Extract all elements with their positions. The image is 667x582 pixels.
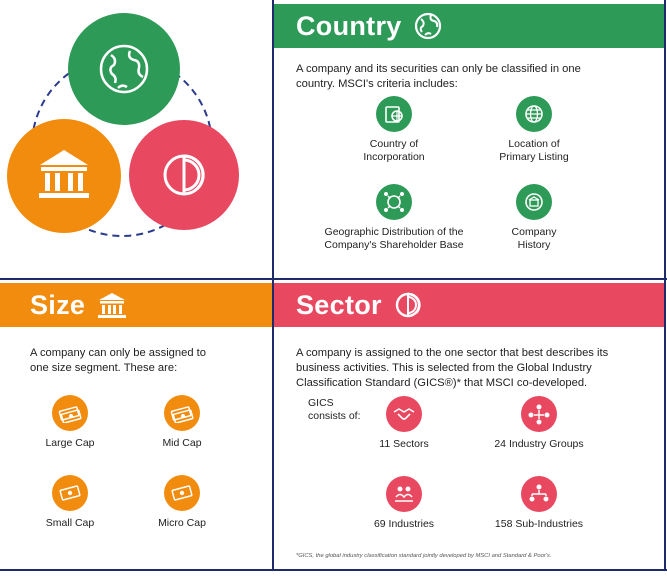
size-segment-label: Mid Cap: [162, 437, 202, 449]
country-title: Country: [296, 10, 402, 41]
criterion-label-line2: Company's Shareholder Base: [324, 239, 464, 252]
gics-level-industries: 69 Industries: [354, 476, 454, 531]
criterion-label-line2: History: [517, 239, 551, 252]
size-segment-small-cap: Small Cap: [20, 475, 120, 530]
criterion-company-history: Company History: [464, 184, 604, 253]
globe-icon: [99, 44, 149, 94]
money-bills-icon: [52, 475, 88, 511]
size-segment-label: Micro Cap: [158, 517, 206, 529]
country-intro: A company and its securities can only be…: [296, 63, 581, 90]
handshake-icon: [386, 396, 422, 432]
criterion-label-line1: Company: [511, 226, 557, 238]
certificate-globe-icon: [376, 96, 412, 132]
gics-level-sub-industries: 158 Sub-Industries: [474, 476, 604, 531]
size-title: Size: [30, 289, 86, 320]
size-hero-circle: [7, 119, 121, 233]
sector-hero-circle: [129, 120, 239, 230]
criterion-label-line1: Location of: [508, 138, 560, 150]
size-segment-label: Small Cap: [45, 517, 95, 529]
criterion-location-of-primary-listing: Location of Primary Listing: [464, 96, 604, 165]
criterion-label-line1: Geographic Distribution of the: [324, 226, 464, 238]
globe-icon: [414, 12, 441, 40]
gics-level-label: 24 Industry Groups: [494, 438, 584, 450]
frame-border-bottom: [0, 569, 667, 571]
size-segment-mid-cap: Mid Cap: [132, 395, 232, 450]
org-chart-people-icon: [521, 476, 557, 512]
country-hero-circle: [68, 13, 180, 125]
bank-building-icon: [39, 150, 89, 198]
sector-intro: A company is assigned to the one sector …: [296, 347, 609, 389]
sector-title: Sector: [296, 289, 382, 320]
criterion-label-line1: Country of: [369, 138, 419, 150]
money-stack-icon: [164, 395, 200, 431]
size-panel-header: Size: [0, 283, 272, 327]
criterion-label-line2: Primary Listing: [499, 151, 569, 164]
sector-panel-header: Sector: [274, 283, 664, 327]
frame-border-right: [664, 0, 666, 570]
gics-level-sectors: 11 Sectors: [354, 396, 454, 451]
size-segment-micro-cap: Micro Cap: [132, 475, 232, 530]
people-network-icon: [521, 396, 557, 432]
size-intro: A company can only be assigned to one si…: [30, 347, 207, 374]
three-circles-hero: [7, 13, 239, 237]
gics-level-industry-groups: 24 Industry Groups: [474, 396, 604, 451]
gics-label-line1: GICS: [308, 397, 334, 409]
country-panel-header: Country: [274, 4, 664, 48]
size-segment-large-cap: Large Cap: [20, 395, 120, 450]
gics-level-label: 158 Sub-Industries: [494, 518, 584, 530]
money-stack-icon: [52, 395, 88, 431]
pie-segment-icon: [395, 292, 421, 318]
history-building-globe-icon: [516, 184, 552, 220]
gics-level-label: 11 Sectors: [379, 438, 429, 450]
shareholder-network-icon: [376, 184, 412, 220]
money-bills-icon: [164, 475, 200, 511]
globe-grid-icon: [516, 96, 552, 132]
size-panel: Size A company can only be assigned to o…: [0, 283, 272, 569]
gics-label: GICS consists of:: [308, 397, 361, 424]
gics-footnote: *GICS, the global industry classificatio…: [296, 553, 552, 559]
size-segment-label: Large Cap: [45, 437, 95, 449]
gics-label-line2: consists of:: [308, 410, 361, 423]
criterion-geographic-distribution: Geographic Distribution of the Company's…: [304, 184, 484, 253]
frame-divider-vertical: [272, 0, 274, 570]
frame-divider-horizontal: [0, 278, 667, 280]
criterion-country-of-incorporation: Country of Incorporation: [324, 96, 464, 165]
country-panel: Country A company and its securities can…: [274, 4, 664, 278]
criterion-label-line2: Incorporation: [363, 151, 425, 164]
gics-level-label: 69 Industries: [373, 518, 435, 530]
bank-building-icon: [98, 293, 127, 318]
pie-segment-icon: [163, 154, 205, 196]
sector-panel: Sector A company is assigned to the one …: [274, 283, 664, 569]
industry-people-icon: [386, 476, 422, 512]
